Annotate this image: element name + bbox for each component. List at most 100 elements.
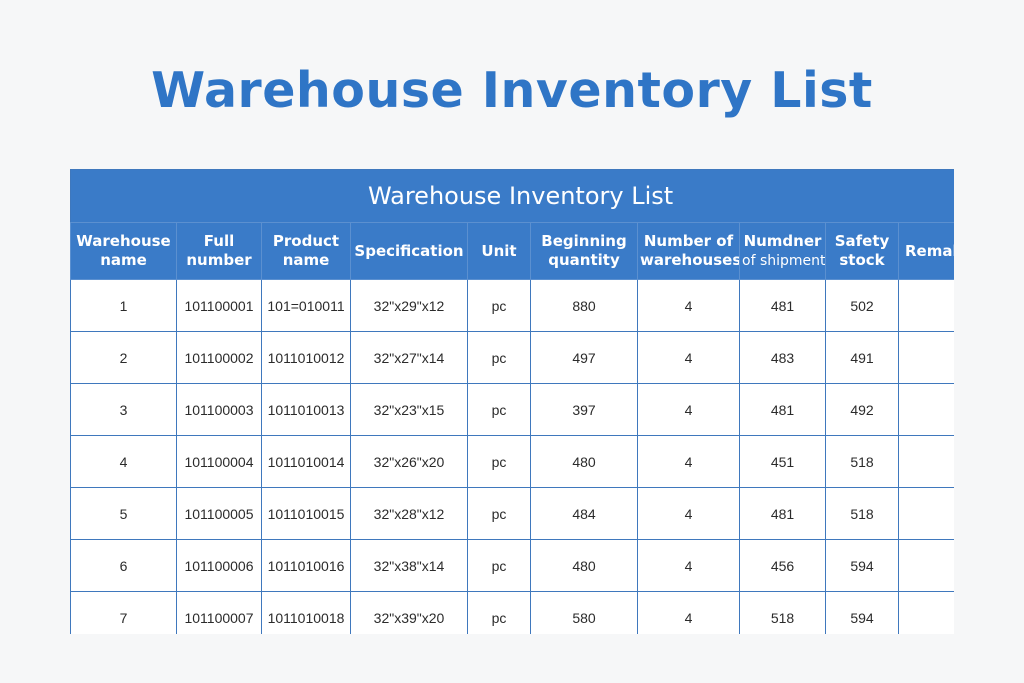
cell-product-name: 1011010016	[261, 539, 351, 592]
cell-warehouse-name: 1	[70, 279, 177, 332]
cell-product-name: 1011010015	[261, 487, 351, 540]
cell-safety-stock: 502	[825, 279, 899, 332]
header-number-of-warehouses-line1: Number of	[643, 232, 734, 250]
cell-safety-stock: 518	[825, 435, 899, 488]
table-header-row: Warehouse name Full number Product name Specif…	[70, 222, 954, 280]
cell-beginning-quantity: 880	[530, 279, 638, 332]
table-row: 1 101100001 101=010011 32"x29"x12 pc 880 4 481 5…	[70, 279, 954, 332]
header-warehouse-name-line1: Warehouse	[76, 232, 171, 250]
header-number-of-shipment-line1: Numdner	[743, 231, 822, 250]
inventory-table-container: Warehouse Inventory List Warehouse name Fu…	[70, 169, 954, 634]
cell-remark	[897, 487, 954, 540]
cell-unit: pc	[467, 591, 531, 634]
header-number-of-warehouses: Number of warehouses	[637, 222, 740, 280]
cell-unit: pc	[467, 487, 531, 540]
cell-full-number: 101100006	[176, 539, 262, 592]
cell-full-number: 101100007	[176, 591, 262, 634]
cell-specification: 32"x38"x14	[350, 539, 468, 592]
cell-product-name: 1011010018	[261, 591, 351, 634]
cell-specification: 32"x23"x15	[350, 383, 468, 436]
cell-number-of-shipment: 481	[739, 279, 826, 332]
cell-remark	[897, 279, 954, 332]
cell-unit: pc	[467, 539, 531, 592]
header-unit: Unit	[467, 222, 531, 280]
cell-remark	[897, 539, 954, 592]
cell-unit: pc	[467, 383, 531, 436]
cell-warehouse-name: 3	[70, 383, 177, 436]
cell-warehouse-name: 7	[70, 591, 177, 634]
cell-remark	[897, 435, 954, 488]
cell-number-of-shipment: 483	[739, 331, 826, 384]
cell-number-of-shipment: 481	[739, 487, 826, 540]
table-row: 7 101100007 1011010018 32"x39"x20 pc 580 4 518 5…	[70, 591, 954, 634]
cell-beginning-quantity: 480	[530, 539, 638, 592]
cell-safety-stock: 491	[825, 331, 899, 384]
cell-product-name: 1011010013	[261, 383, 351, 436]
header-product-name-line1: Product	[272, 232, 340, 250]
table-row: 3 101100003 1011010013 32"x23"x15 pc 397 4 481 4…	[70, 383, 954, 436]
cell-specification: 32"x28"x12	[350, 487, 468, 540]
table-row: 2 101100002 1011010012 32"x27"x14 pc 497 4 483 4…	[70, 331, 954, 384]
cell-product-name: 1011010012	[261, 331, 351, 384]
cell-beginning-quantity: 397	[530, 383, 638, 436]
table-row: 6 101100006 1011010016 32"x38"x14 pc 480 4 456 5…	[70, 539, 954, 592]
cell-full-number: 101100005	[176, 487, 262, 540]
table-row: 4 101100004 1011010014 32"x26"x20 pc 480 4 451 5…	[70, 435, 954, 488]
cell-number-of-warehouses: 4	[637, 331, 740, 384]
cell-beginning-quantity: 480	[530, 435, 638, 488]
cell-product-name: 1011010014	[261, 435, 351, 488]
cell-number-of-warehouses: 4	[637, 435, 740, 488]
cell-beginning-quantity: 484	[530, 487, 638, 540]
cell-full-number: 101100004	[176, 435, 262, 488]
cell-safety-stock: 518	[825, 487, 899, 540]
cell-unit: pc	[467, 279, 531, 332]
cell-beginning-quantity: 497	[530, 331, 638, 384]
cell-number-of-warehouses: 4	[637, 539, 740, 592]
header-product-name-line2: name	[282, 251, 330, 269]
cell-number-of-shipment: 518	[739, 591, 826, 634]
header-warehouse-name-line2: name	[100, 251, 147, 269]
cell-remark	[897, 383, 954, 436]
cell-specification: 32"x26"x20	[350, 435, 468, 488]
header-safety-stock-line2: stock	[839, 251, 885, 269]
header-beginning-quantity-line1: Beginning	[541, 232, 627, 250]
cell-specification: 32"x39"x20	[350, 591, 468, 634]
header-beginning-quantity-line2: quantity	[548, 251, 620, 269]
cell-warehouse-name: 6	[70, 539, 177, 592]
header-beginning-quantity: Beginning quantity	[530, 222, 638, 280]
cell-full-number: 101100001	[176, 279, 262, 332]
cell-full-number: 101100003	[176, 383, 262, 436]
cell-number-of-warehouses: 4	[637, 487, 740, 540]
cell-beginning-quantity: 580	[530, 591, 638, 634]
cell-warehouse-name: 5	[70, 487, 177, 540]
cell-product-name: 101=010011	[261, 279, 351, 332]
cell-safety-stock: 594	[825, 591, 899, 634]
header-number-of-shipment: Numdner of shipment	[739, 222, 826, 280]
header-product-name: Product name	[261, 222, 351, 280]
header-warehouse-name: Warehouse name	[70, 222, 177, 280]
header-number-of-warehouses-line2: warehouses	[640, 251, 740, 269]
cell-safety-stock: 492	[825, 383, 899, 436]
cell-number-of-warehouses: 4	[637, 279, 740, 332]
cell-specification: 32"x29"x12	[350, 279, 468, 332]
table-body: 1 101100001 101=010011 32"x29"x12 pc 880 4 481 5…	[70, 279, 954, 634]
cell-unit: pc	[467, 331, 531, 384]
cell-safety-stock: 594	[825, 539, 899, 592]
header-remark: Remak	[897, 222, 954, 280]
header-full-number: Full number	[176, 222, 262, 280]
table-row: 5 101100005 1011010015 32"x28"x12 pc 484 4 481 5…	[70, 487, 954, 540]
cell-warehouse-name: 2	[70, 331, 177, 384]
cell-number-of-shipment: 451	[739, 435, 826, 488]
inventory-table: Warehouse Inventory List Warehouse name Fu…	[70, 169, 954, 634]
header-full-number-line2: number	[186, 251, 252, 269]
header-specification-line1: Specification	[354, 241, 464, 260]
cell-specification: 32"x27"x14	[350, 331, 468, 384]
page-title: Warehouse Inventory List	[151, 62, 873, 119]
header-full-number-line1: Full	[203, 232, 235, 250]
header-safety-stock-line1: Safety	[834, 232, 890, 250]
header-number-of-shipment-line2: of shipment	[742, 252, 826, 269]
header-specification: Specification	[350, 222, 468, 280]
header-safety-stock: Safety stock	[825, 222, 899, 280]
header-unit-line1: Unit	[481, 241, 517, 260]
cell-number-of-shipment: 456	[739, 539, 826, 592]
